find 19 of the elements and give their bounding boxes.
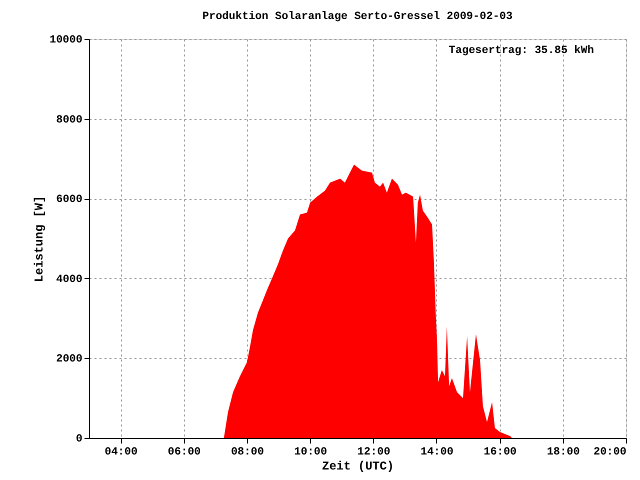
y-tick-label: 6000 [56,194,82,206]
y-axis-title: Leistung [W] [32,196,46,282]
y-tick-label: 4000 [56,274,82,286]
x-tick-label: 18:00 [546,446,580,458]
x-tick-label: 14:00 [420,446,454,458]
chart-title: Produktion Solaranlage Serto-Gressel 2009-02-03 [202,11,514,23]
y-tick-label: 8000 [56,114,82,126]
x-axis-title: Zeit (UTC) [322,460,394,474]
y-tick-label: 0 [76,434,82,446]
annotation: Tagesertrag: 35.85 kWh [448,45,594,57]
x-tick-label: 06:00 [168,446,201,458]
y-tick-label: 2000 [56,354,82,366]
x-tick-label: 20:00 [593,446,626,458]
x-tick-label: 08:00 [230,446,264,458]
x-tick-label: 12:00 [357,446,390,458]
x-tick-label: 16:00 [484,446,517,458]
y-tick-label: 10000 [49,34,82,46]
x-tick-label: 10:00 [294,446,328,458]
x-tick-label: 04:00 [104,446,138,458]
